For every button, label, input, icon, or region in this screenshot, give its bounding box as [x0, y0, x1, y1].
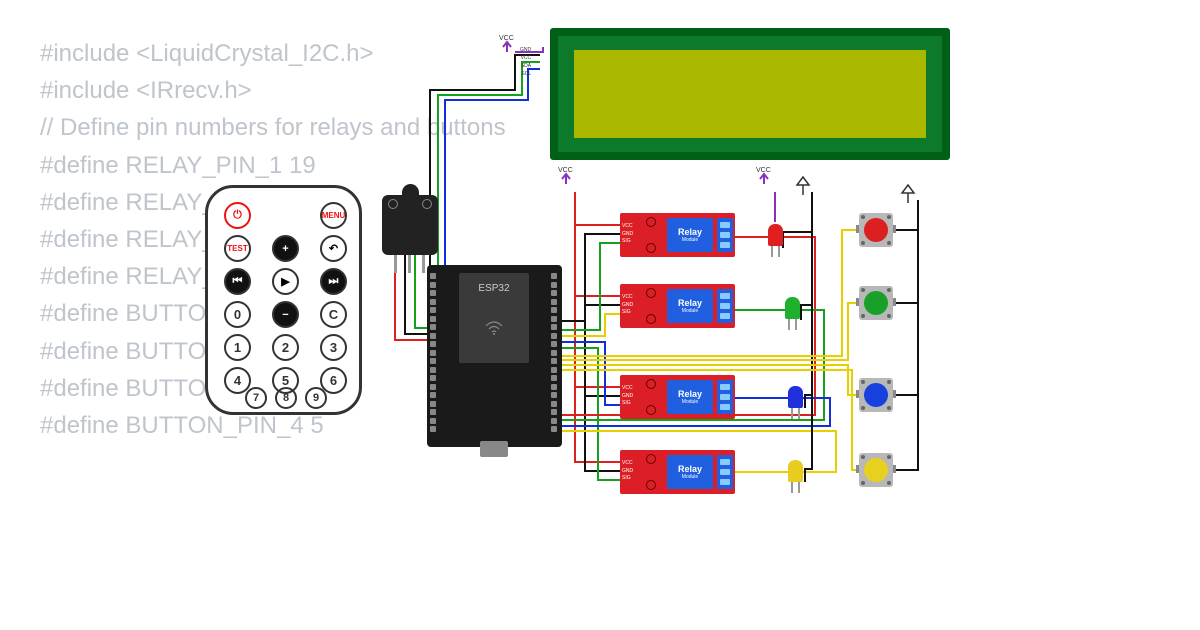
- remote-button: 0: [224, 301, 251, 328]
- remote-button: 8: [275, 387, 297, 409]
- remote-button: ⏭: [320, 268, 347, 295]
- ir-receiver: [382, 195, 438, 255]
- remote-button: C: [320, 301, 347, 328]
- ir-remote: ⏻MENUTEST+↶⏮▶⏭0−C123456789: [205, 185, 362, 415]
- remote-button: MENU: [320, 202, 347, 229]
- remote-button: TEST: [224, 235, 251, 262]
- svg-text:VCC: VCC: [756, 167, 771, 174]
- remote-button: ▶: [272, 268, 299, 295]
- svg-text:VCC: VCC: [558, 167, 573, 174]
- remote-button: ⏻: [224, 202, 251, 229]
- relay-coil: RelayModule: [667, 380, 713, 414]
- remote-button: 9: [305, 387, 327, 409]
- remote-button: 3: [320, 334, 347, 361]
- esp-pins-left: [430, 273, 438, 438]
- esp-pins-right: [551, 273, 559, 438]
- lcd-screen: [574, 50, 926, 138]
- code-line: // Define pin numbers for relays and but…: [40, 109, 506, 146]
- esp32-chip: ESP32: [459, 273, 529, 363]
- push-button: [859, 286, 893, 320]
- code-line: #include <LiquidCrystal_I2C.h>: [40, 35, 506, 72]
- relay-coil: RelayModule: [667, 455, 713, 489]
- remote-button: ↶: [320, 235, 347, 262]
- led: [768, 224, 783, 246]
- relay-coil: RelayModule: [667, 218, 713, 252]
- code-line: #define RELAY_PIN_1 19: [40, 147, 506, 184]
- push-button: [859, 378, 893, 412]
- lcd-display: [550, 28, 950, 160]
- lcd-pin-labels: GND VCC SDA SCL: [520, 46, 531, 78]
- relay-module: VCCGNDSIG RelayModule: [620, 284, 735, 328]
- wifi-icon: [484, 318, 504, 338]
- relay-coil: RelayModule: [667, 289, 713, 323]
- led: [788, 460, 803, 482]
- remote-button: 2: [272, 334, 299, 361]
- remote-button: ⏮: [224, 268, 251, 295]
- remote-button: 1: [224, 334, 251, 361]
- remote-button: −: [272, 301, 299, 328]
- esp32-label: ESP32: [478, 283, 509, 294]
- relay-module: VCCGNDSIG RelayModule: [620, 375, 735, 419]
- remote-button: +: [272, 235, 299, 262]
- led: [785, 297, 800, 319]
- relay-module: VCCGNDSIG RelayModule: [620, 213, 735, 257]
- esp32-board: ESP32: [427, 265, 562, 447]
- usb-port: [480, 441, 508, 457]
- relay-module: VCCGNDSIG RelayModule: [620, 450, 735, 494]
- push-button: [859, 453, 893, 487]
- code-line: #include <IRrecv.h>: [40, 72, 506, 109]
- led: [788, 386, 803, 408]
- push-button: [859, 213, 893, 247]
- remote-button: 7: [245, 387, 267, 409]
